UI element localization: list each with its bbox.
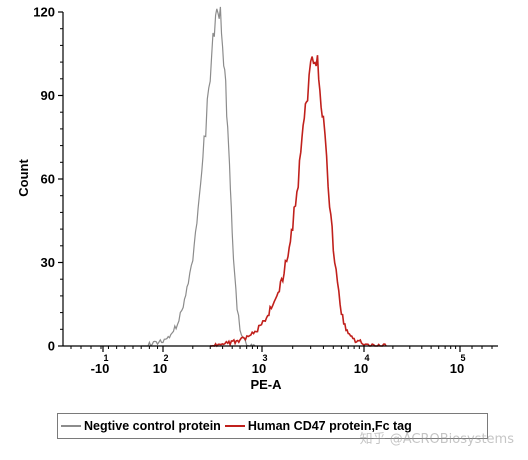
- x-tick-label: 10: [153, 361, 167, 376]
- y-axis-ticks: 0 30 60 90 120: [33, 5, 63, 354]
- legend-label-negative-control: Negtive control protein: [84, 419, 221, 433]
- y-tick-label: 30: [41, 255, 55, 270]
- legend-item-negative-control: Negtive control protein: [61, 419, 221, 433]
- x-tick-exponent: 5: [460, 353, 465, 363]
- legend-swatch-negative-control: [61, 425, 81, 427]
- series-line-negative-control: [141, 6, 256, 347]
- y-tick-label: 90: [41, 88, 55, 103]
- watermark: 知乎 @ACROBiosystems: [359, 432, 514, 447]
- x-tick-label: 10: [354, 361, 368, 376]
- y-tick-label: 120: [33, 5, 55, 20]
- legend-label-human-cd47: Human CD47 protein,Fc tag: [247, 419, 412, 433]
- x-axis-title: PE-A: [250, 377, 282, 392]
- x-tick-label: 10: [450, 361, 464, 376]
- x-tick-exponent: 4: [364, 353, 369, 363]
- plot-area: [141, 6, 387, 348]
- x-tick-exponent: 1: [103, 353, 108, 363]
- x-tick-label: -10: [91, 361, 110, 376]
- legend: Negtive control protein Human CD47 prote…: [57, 413, 488, 439]
- legend-item-human-cd47: Human CD47 protein,Fc tag: [224, 419, 412, 433]
- x-tick-exponent: 3: [262, 353, 267, 363]
- y-axis-title: Count: [16, 159, 31, 197]
- legend-swatch-human-cd47: [224, 425, 245, 427]
- y-tick-label: 0: [48, 339, 55, 354]
- series-line-human-cd47: [209, 55, 387, 348]
- y-tick-label: 60: [41, 172, 55, 187]
- x-tick-label: 10: [252, 361, 266, 376]
- x-tick-exponent: 2: [163, 353, 168, 363]
